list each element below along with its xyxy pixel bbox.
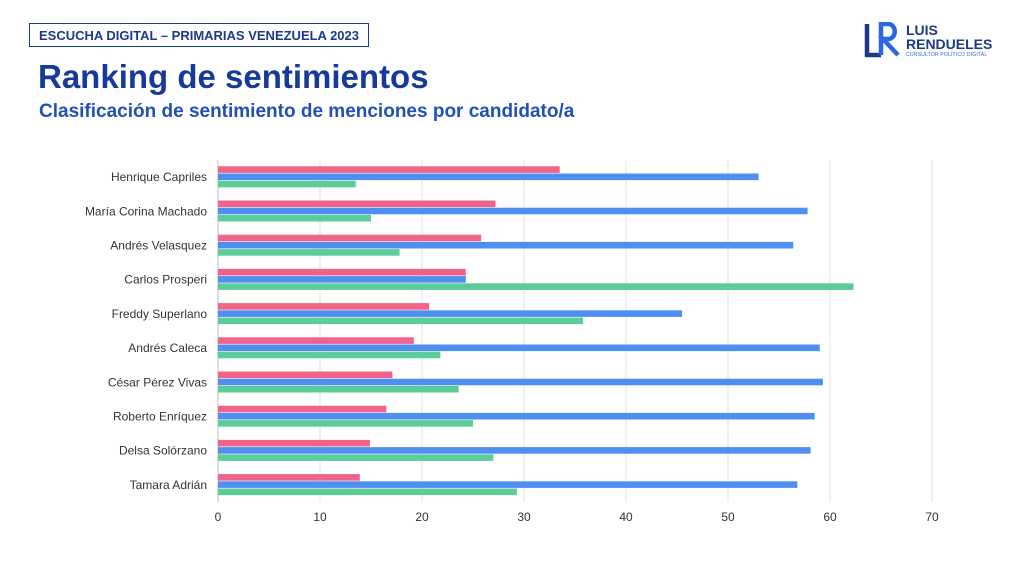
x-tick-label: 70 — [925, 510, 939, 524]
logo-name-line2: RENDUELES — [906, 36, 993, 52]
category-label: Henrique Capriles — [111, 170, 207, 184]
x-tick-label: 10 — [313, 510, 327, 524]
bar-positivo — [218, 488, 517, 496]
bar-positivo — [218, 214, 371, 222]
bar-neutral — [218, 412, 815, 420]
category-label: Delsa Solórzano — [119, 444, 207, 458]
page-title: Ranking de sentimientos — [38, 58, 429, 95]
bar-negativo — [218, 303, 430, 310]
bar-negativo — [218, 474, 360, 481]
category-label: Roberto Enríquez — [113, 410, 207, 424]
bar-neutral — [218, 447, 811, 454]
category-label: Tamara Adrián — [130, 478, 207, 492]
logo-name-line1: LUIS — [906, 22, 938, 38]
bar-neutral — [218, 173, 759, 181]
bar-negativo — [218, 371, 393, 379]
bar-positivo — [218, 249, 400, 256]
x-tick-label: 20 — [415, 510, 429, 524]
bar-negativo — [218, 405, 387, 413]
category-label: Andrés Caleca — [128, 341, 207, 355]
logo-tagline: CONSULTOR POLÍTICO DIGITAL — [906, 52, 988, 58]
bar-positivo — [218, 317, 584, 325]
category-label: Andrés Velasquez — [110, 239, 207, 253]
bar-negativo — [218, 234, 482, 242]
bar-positivo — [218, 420, 473, 427]
bar-negativo — [218, 439, 370, 447]
bar-positivo — [218, 454, 494, 461]
x-tick-label: 60 — [823, 510, 837, 524]
bar-neutral — [218, 241, 794, 249]
x-tick-label: 40 — [619, 510, 633, 524]
bar-negativo — [218, 166, 560, 173]
bar-neutral — [218, 378, 823, 386]
bar-neutral — [218, 344, 820, 352]
x-tick-label: 30 — [517, 510, 531, 524]
category-label: María Corina Machado — [85, 204, 207, 218]
category-label: Freddy Superlano — [112, 307, 208, 321]
bar-positivo — [218, 385, 459, 393]
lr-logo-mark — [864, 22, 900, 58]
bar-negativo — [218, 337, 414, 344]
logo-name: LUIS RENDUELES — [906, 23, 992, 51]
page-subtitle: Clasificación de sentimiento de mencione… — [39, 101, 575, 122]
brand-logo: LUIS RENDUELES CONSULTOR POLÍTICO DIGITA… — [864, 22, 1004, 62]
x-tick-label: 0 — [215, 510, 222, 524]
bar-negativo — [218, 200, 496, 208]
bar-neutral — [218, 276, 466, 283]
bar-positivo — [218, 180, 356, 188]
x-tick-label: 50 — [721, 510, 735, 524]
bar-positivo — [218, 351, 441, 359]
category-label: César Pérez Vivas — [108, 375, 207, 389]
report-tag: ESCUCHA DIGITAL – PRIMARIAS VENEZUELA 20… — [29, 23, 369, 47]
bar-negativo — [218, 268, 466, 276]
category-label: Carlos Prosperi — [124, 273, 207, 287]
bar-positivo — [218, 283, 854, 290]
bar-neutral — [218, 310, 683, 317]
bar-neutral — [218, 481, 798, 488]
bar-neutral — [218, 207, 808, 215]
